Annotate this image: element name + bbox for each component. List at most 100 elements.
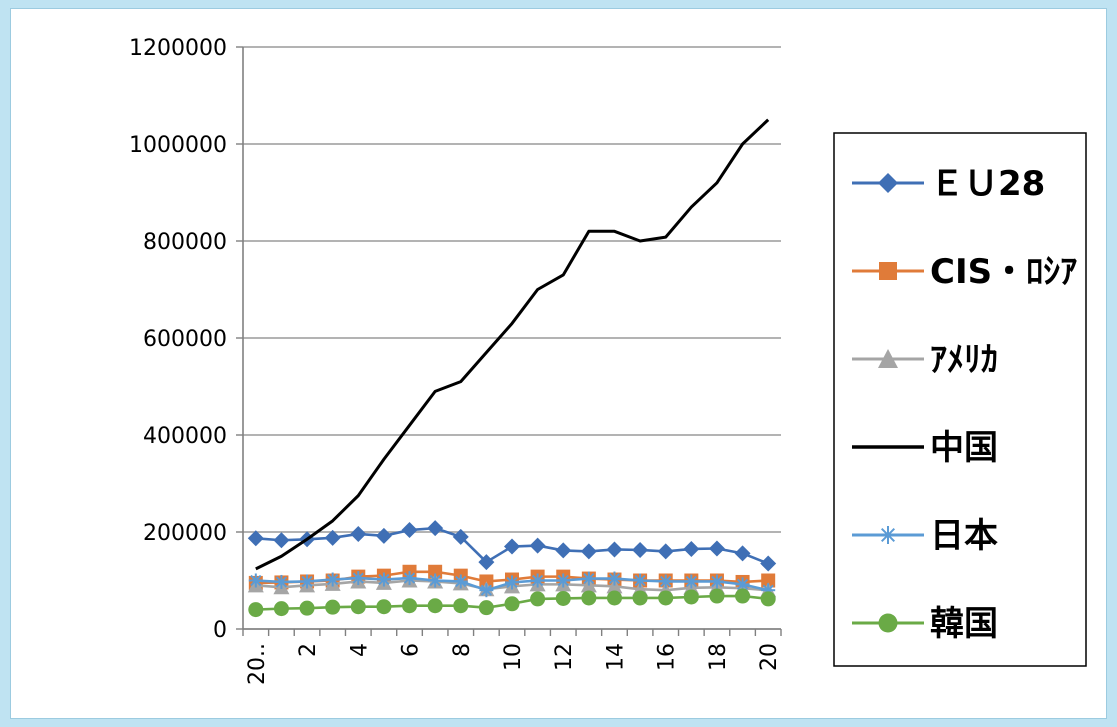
- y-tick-label: 1000000: [129, 133, 227, 158]
- star-marker: [879, 526, 897, 544]
- circle-marker: [427, 598, 443, 614]
- legend-entry: ＥＵ28: [852, 164, 1045, 204]
- legend-entry: 日本: [852, 516, 998, 556]
- star-marker: [709, 574, 724, 589]
- circle-marker: [878, 613, 898, 633]
- circle-marker: [581, 590, 597, 606]
- diamond-marker: [606, 541, 623, 558]
- y-tick-label: 1200000: [129, 36, 227, 61]
- circle-marker: [376, 599, 392, 615]
- diamond-marker: [760, 555, 777, 572]
- circle-marker: [658, 590, 674, 606]
- circle-marker: [606, 590, 622, 606]
- diamond-marker: [878, 173, 898, 193]
- x-tick-label: 2: [296, 643, 321, 657]
- x-tick-label: 18: [706, 643, 731, 671]
- star-marker: [274, 574, 289, 589]
- star-marker: [248, 573, 263, 588]
- circle-marker: [402, 598, 418, 614]
- diamond-marker: [427, 520, 444, 537]
- diamond-marker: [401, 522, 418, 539]
- diamond-marker: [708, 540, 725, 557]
- legend-entry: CIS・ﾛｼｱ: [852, 252, 1077, 292]
- diamond-marker: [580, 543, 597, 560]
- circle-marker: [504, 596, 520, 612]
- diamond-marker: [555, 542, 572, 559]
- x-axis: 20.. 2 4 6 8 10 12 14 16 18 20: [242, 628, 782, 685]
- x-tick-label: 12: [552, 643, 577, 671]
- series-4: [248, 571, 776, 598]
- circle-marker: [299, 600, 315, 616]
- legend-label: 中国: [930, 428, 998, 468]
- diamond-marker: [247, 530, 264, 547]
- y-tick-label: 0: [213, 618, 227, 643]
- x-tick-label: 20: [757, 643, 782, 671]
- circle-marker: [478, 600, 494, 616]
- star-marker: [581, 571, 596, 586]
- star-marker: [607, 571, 622, 586]
- star-marker: [658, 574, 673, 589]
- star-marker: [300, 574, 315, 589]
- line-chart: 020000040000060000080000010000001200000 …: [129, 36, 1087, 685]
- star-marker: [376, 572, 391, 587]
- star-marker: [530, 573, 545, 588]
- star-marker: [556, 573, 571, 588]
- square-marker: [428, 564, 443, 579]
- circle-marker: [273, 601, 289, 617]
- circle-marker: [760, 591, 776, 607]
- circle-marker: [248, 602, 264, 618]
- legend-label: 日本: [930, 516, 998, 556]
- series-5: [248, 588, 776, 618]
- star-marker: [351, 571, 366, 586]
- star-marker: [428, 573, 443, 588]
- legend-entry: ｱﾒﾘｶ: [852, 340, 998, 380]
- circle-marker: [709, 588, 725, 604]
- chart-frame: 0 200000 400000 600000 800000 1000000 1200000 …: [10, 8, 1107, 719]
- star-marker: [479, 583, 494, 598]
- star-marker: [325, 572, 340, 587]
- circle-marker: [325, 599, 341, 615]
- star-marker: [684, 574, 699, 589]
- x-tick-label: 8: [450, 643, 475, 657]
- legend-label: ｱﾒﾘｶ: [930, 340, 998, 380]
- x-tick-label: 6: [399, 643, 424, 657]
- legend-box: [833, 132, 1087, 667]
- circle-marker: [555, 590, 571, 606]
- triangle-marker: [878, 349, 898, 368]
- diamond-marker: [683, 540, 700, 557]
- x-tick-label: 20..: [245, 643, 270, 685]
- circle-marker: [683, 589, 699, 605]
- star-marker: [402, 571, 417, 586]
- star-marker: [505, 575, 519, 590]
- y-axis: 0 200000 400000 600000 800000 1000000 1200000: [129, 36, 244, 643]
- legend-entry: 韓国: [852, 604, 998, 644]
- circle-marker: [453, 598, 469, 614]
- square-marker: [879, 262, 897, 280]
- series-3: [255, 118, 770, 571]
- legend-label: ＥＵ28: [930, 164, 1045, 204]
- diamond-marker: [632, 541, 649, 558]
- y-tick-label: 600000: [143, 327, 227, 352]
- diamond-marker: [734, 545, 751, 562]
- legend-label: 韓国: [930, 604, 998, 644]
- diamond-marker: [504, 538, 520, 555]
- x-tick-label: 4: [347, 643, 372, 657]
- star-marker: [633, 573, 648, 588]
- diamond-marker: [375, 527, 392, 544]
- series-0: [247, 520, 777, 572]
- circle-marker: [530, 591, 546, 607]
- circle-marker: [735, 588, 751, 604]
- square-marker: [761, 573, 776, 588]
- y-tick-label: 400000: [143, 424, 227, 449]
- series-line: [255, 118, 770, 571]
- x-tick-label: 14: [603, 643, 628, 671]
- x-tick-label: 10: [501, 643, 526, 671]
- diamond-marker: [478, 554, 495, 571]
- diamond-marker: [273, 532, 290, 549]
- x-tick-label: 16: [655, 643, 680, 671]
- diamond-marker: [324, 529, 341, 546]
- circle-marker: [350, 599, 366, 615]
- star-marker: [453, 574, 468, 589]
- triangle-marker: [606, 578, 623, 594]
